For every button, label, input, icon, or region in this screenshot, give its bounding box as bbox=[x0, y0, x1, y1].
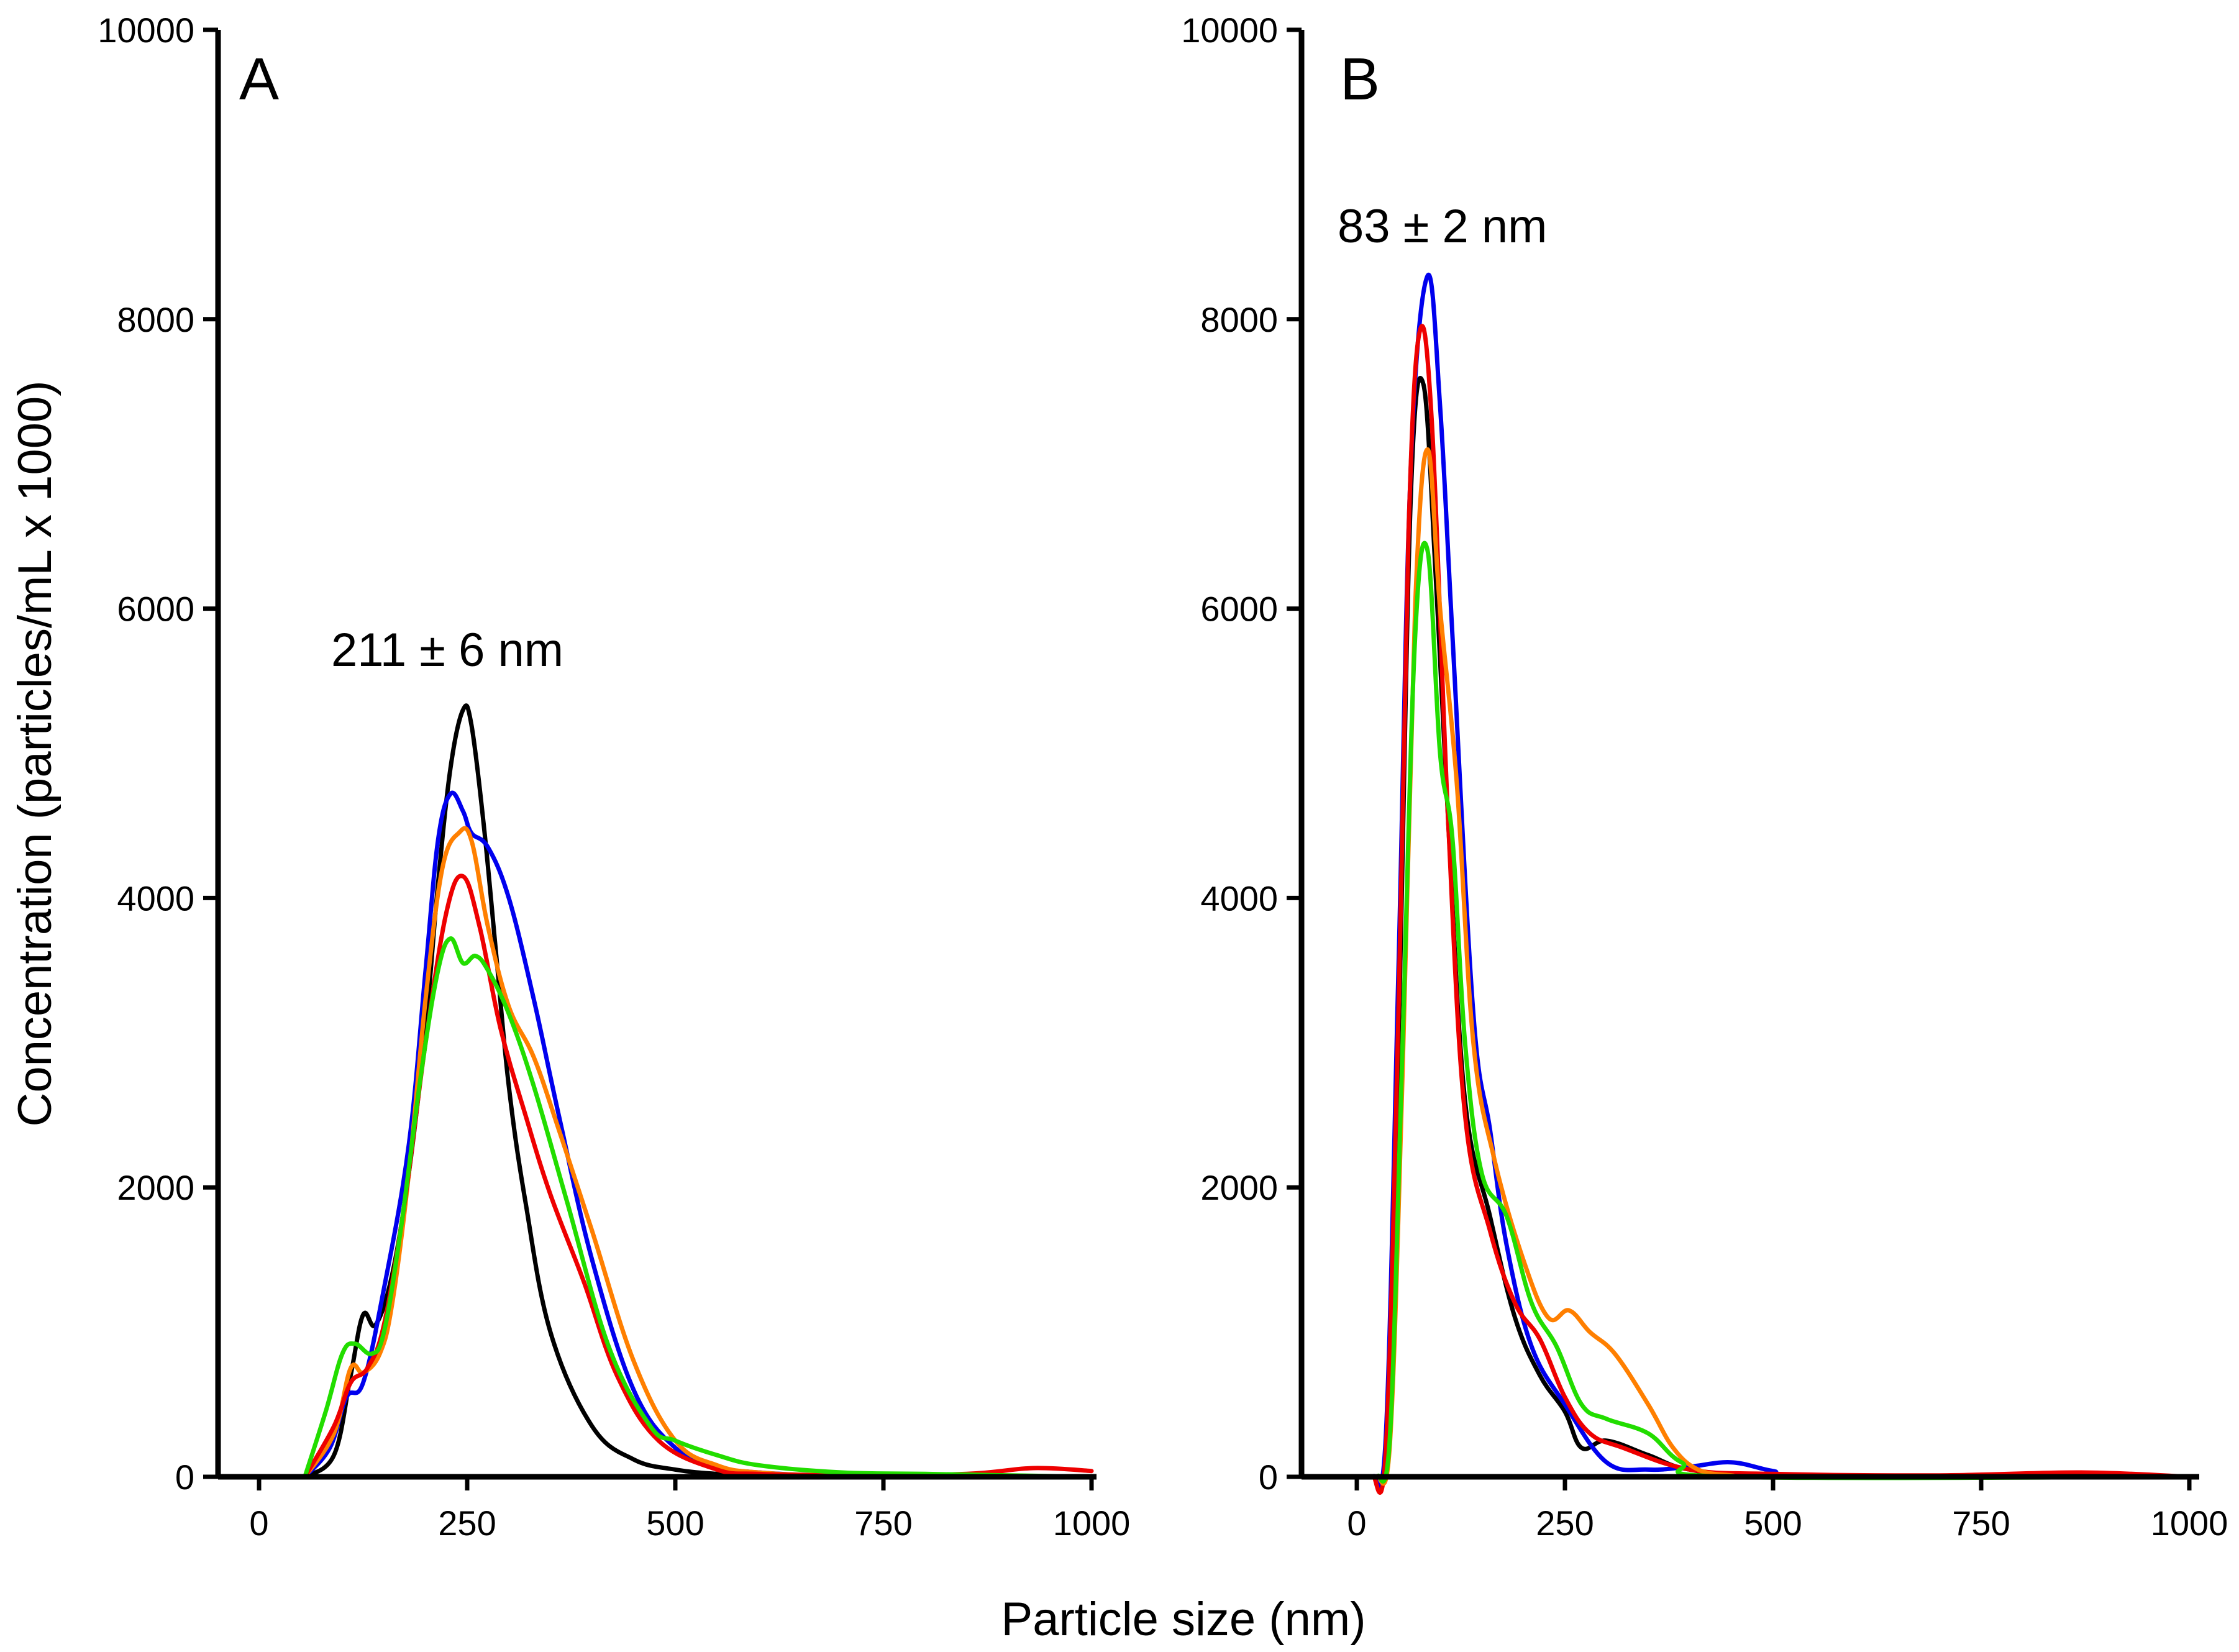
panel-b-y-tick-label: 6000 bbox=[1200, 590, 1278, 629]
panel-a-y-tick-label: 0 bbox=[175, 1458, 194, 1497]
panel-b-x-tick-label: 0 bbox=[1347, 1504, 1366, 1543]
panel-b-y-tick-label: 10000 bbox=[1181, 11, 1278, 50]
panel-b-annotation: 83 ± 2 nm bbox=[1338, 200, 1547, 253]
panel-a-x-tick-label: 750 bbox=[854, 1504, 912, 1543]
panel-a-y-tick-label: 6000 bbox=[117, 590, 194, 629]
panel-b-y-tick-label: 2000 bbox=[1200, 1168, 1278, 1207]
panel-a-label: A bbox=[239, 46, 279, 112]
panel-a-x-tick-label: 250 bbox=[438, 1504, 496, 1543]
panel-a-series-black bbox=[303, 703, 1094, 1479]
panel-a-x-tick-label: 0 bbox=[249, 1504, 268, 1543]
panel-a-x-tick-label: 500 bbox=[646, 1504, 704, 1543]
panel-b-y-tick-label: 4000 bbox=[1200, 878, 1278, 918]
panel-a-y-tick-label: 4000 bbox=[117, 878, 194, 918]
y-axis-title: Concentration (particles/mL x 1000) bbox=[9, 380, 62, 1126]
panel-b-series-group bbox=[1371, 272, 2192, 1495]
panel-a-series-blue bbox=[303, 790, 1094, 1479]
panel-a-annotation: 211 ± 6 nm bbox=[331, 624, 563, 677]
panel-b-y-tick-label: 8000 bbox=[1200, 300, 1278, 339]
panel-b-series-green bbox=[1375, 541, 2192, 1484]
panel-a-y-tick-label: 8000 bbox=[117, 300, 194, 339]
panel-b-y-tick-label: 0 bbox=[1259, 1458, 1278, 1497]
x-axis-title: Particle size (nm) bbox=[1001, 1593, 1366, 1646]
panel-a-series-green bbox=[303, 936, 1094, 1479]
panel-a-series-group bbox=[303, 703, 1094, 1479]
panel-a-y-tick-label: 10000 bbox=[98, 11, 194, 50]
panel-b-x-tick-label: 250 bbox=[1536, 1504, 1594, 1543]
panel-a-y-tick-label: 2000 bbox=[117, 1168, 194, 1207]
panel-a-x-tick-label: 1000 bbox=[1053, 1504, 1131, 1543]
panel-b-label: B bbox=[1340, 46, 1380, 112]
panel-a-series-red bbox=[303, 874, 1094, 1479]
panel-b-series-black bbox=[1371, 375, 2192, 1493]
panel-b-x-tick-label: 1000 bbox=[2151, 1504, 2228, 1543]
panel-a-series-orange bbox=[303, 826, 1094, 1479]
panel-b-x-tick-label: 500 bbox=[1744, 1504, 1802, 1543]
panel-b-series-orange bbox=[1375, 447, 2192, 1486]
panel-b-series-red bbox=[1371, 324, 2192, 1495]
panel-b-x-tick-label: 750 bbox=[1952, 1504, 2010, 1543]
panel-b-series-blue bbox=[1371, 272, 2192, 1489]
